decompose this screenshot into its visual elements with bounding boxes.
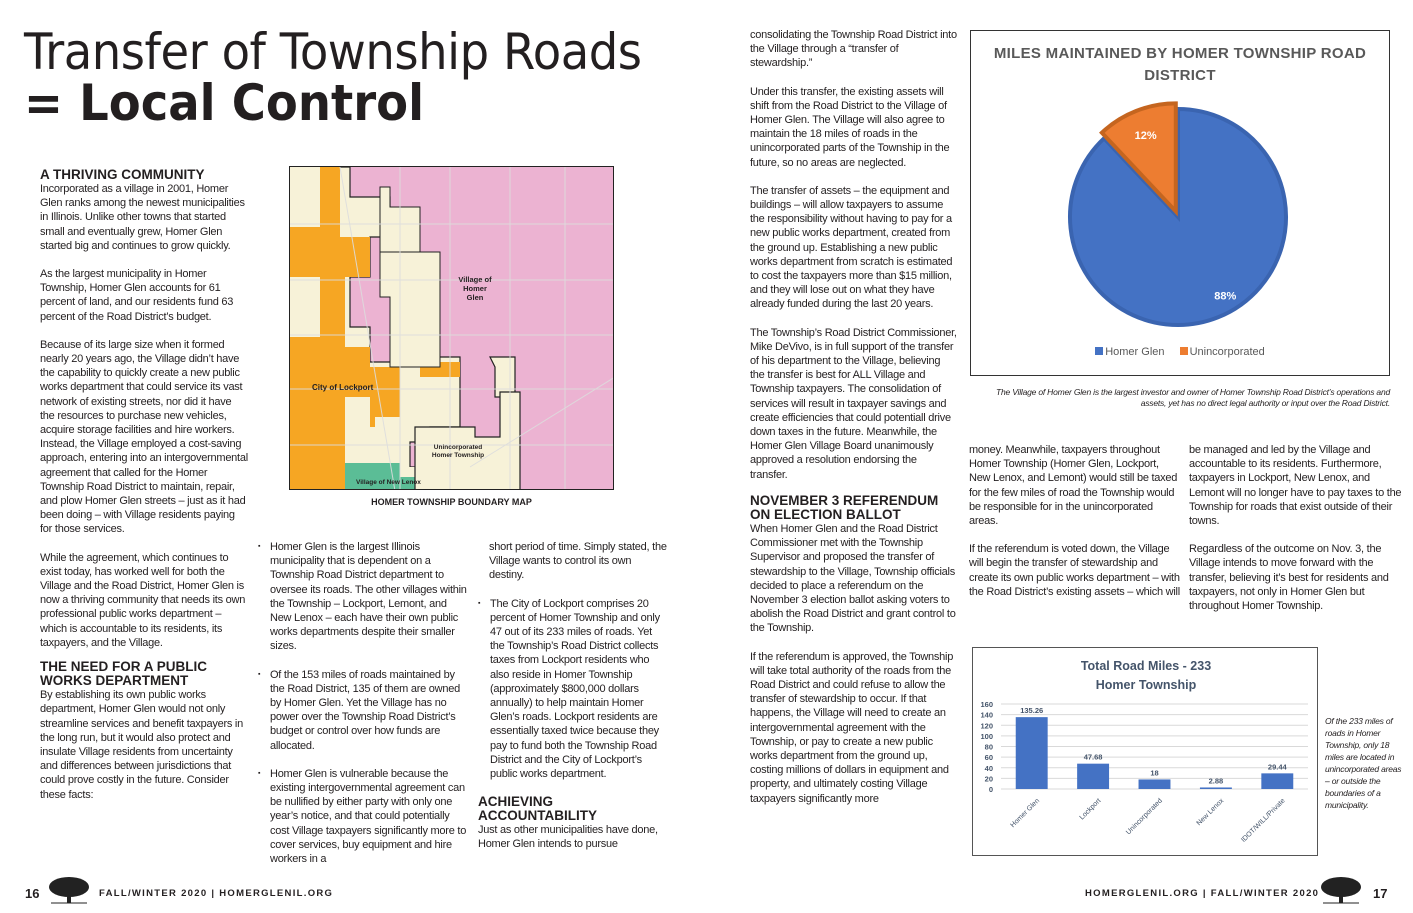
paragraph: Because of its large size when it formed… (40, 338, 248, 536)
bar-chart-title-line: Total Road Miles - 233 (1080, 659, 1212, 673)
column-2: Homer Glen is the largest Illinois munic… (258, 540, 468, 880)
bar-chart: Total Road Miles - 233 Homer Township 0 2… (972, 647, 1318, 856)
bar-lockport (1077, 763, 1110, 789)
bar-data-label: 2.88 (1209, 776, 1224, 785)
bar-data-label: 47.68 (1084, 753, 1103, 762)
y-tick-label: 140 (980, 711, 993, 720)
bar-chart-title: Total Road Miles - 233 Homer Township (973, 657, 1319, 695)
paragraph: Just as other municipalities have done, … (478, 824, 658, 851)
y-tick-label: 60 (985, 753, 993, 762)
paragraph: If the referendum is approved, the Towns… (750, 650, 954, 805)
paragraph: While the agreement, which continues to … (40, 551, 246, 649)
map-caption: HOMER TOWNSHIP BOUNDARY MAP (371, 497, 532, 507)
map-label-unincorporated: Unincorporated Homer Township (431, 444, 485, 459)
paragraph: When Homer Glen and the Road District Co… (750, 522, 956, 635)
paragraph: The Township’s Road District Commissione… (750, 326, 957, 481)
column-3: short period of time. Simply stated, the… (478, 540, 668, 866)
y-tick-label: 160 (980, 700, 993, 709)
y-tick-label: 100 (980, 732, 993, 741)
paragraph: Regardless of the outcome on Nov. 3, the… (1189, 543, 1389, 613)
title-local-control: Local Control (79, 74, 425, 132)
paragraph: By establishing its own public works dep… (40, 689, 243, 801)
paragraph: The transfer of assets – the equipment a… (750, 184, 953, 311)
tree-icon (49, 877, 89, 904)
bar-unincorporated (1138, 779, 1171, 789)
bar-caption: Of the 233 miles of roads in Homer Towns… (1325, 716, 1402, 810)
title-equals: = (24, 74, 80, 132)
footer-left-text: FALL/WINTER 2020 | HOMERGLENIL.ORG (99, 888, 334, 899)
x-category-label: New Lenox (1196, 797, 1226, 827)
legend-label: Homer Glen (1105, 346, 1165, 358)
bar-data-label: 29.44 (1268, 762, 1288, 771)
y-tick-label: 120 (980, 721, 993, 730)
y-tick-label: 40 (985, 764, 993, 773)
map-label-homer-glen: Village of Homer Glen (458, 275, 492, 302)
pie-chart-title: MILES MAINTAINED BY HOMER TOWNSHIP ROAD … (993, 45, 1367, 84)
heading-achieving-accountability: ACHIEVING ACCOUNTABILITY (478, 794, 597, 824)
bar-new-lenox (1199, 787, 1232, 789)
paragraph: If the referendum is voted down, the Vil… (969, 543, 1180, 598)
pie-data-label: 88% (1214, 291, 1236, 303)
column-4: consolidating the Township Road District… (750, 28, 957, 820)
fact-bullet: Homer Glen is the largest Illinois munic… (258, 540, 468, 654)
paragraph: Incorporated as a village in 2001, Homer… (40, 183, 245, 252)
x-category-label: IDOT/WILL/Private (1240, 797, 1287, 844)
legend-swatch-unincorporated (1179, 347, 1188, 355)
heading-referendum: NOVEMBER 3 REFERENDUM ON ELECTION BALLOT (750, 492, 939, 522)
column-6: be managed and led by the Village and ac… (1189, 443, 1403, 627)
map-lockport-area (290, 167, 460, 489)
heading-thriving-community: A THRIVING COMMUNITY (40, 167, 205, 182)
page-number-left: 16 (25, 886, 40, 901)
pie-chart-plot: 88% 12% (1068, 101, 1288, 327)
tree-icon (1321, 877, 1361, 904)
x-category-label: Homer Glen (1009, 797, 1041, 829)
bar-data-label: 135.26 (1020, 706, 1043, 715)
title-line-2: = Local Control (24, 77, 424, 129)
y-tick-label: 0 (989, 785, 993, 794)
pie-slice-unincorporated (1099, 101, 1178, 217)
fact-bullet: Homer Glen is vulnerable because the exi… (258, 767, 468, 866)
legend-swatch-homer-glen (1095, 347, 1104, 355)
pie-caption: The Village of Homer Glen is the largest… (995, 387, 1390, 408)
heading-need-public-works: THE NEED FOR A PUBLIC WORKS DEPARTMENT (40, 659, 208, 689)
column-5: money. Meanwhile, taxpayers throughout H… (969, 443, 1181, 613)
bar-idot-will-private (1261, 773, 1294, 789)
paragraph: Under this transfer, the existing assets… (750, 85, 950, 169)
pie-data-label: 12% (1135, 130, 1157, 142)
pie-chart: MILES MAINTAINED BY HOMER TOWNSHIP ROAD … (970, 30, 1390, 376)
legend-label: Unincorporated (1189, 346, 1265, 358)
title-line-1: Transfer of Township Roads (24, 23, 642, 81)
paragraph: consolidating the Township Road District… (750, 29, 957, 70)
pie-slice-homer-glen (1068, 106, 1288, 327)
fact-bullet: Of the 153 miles of roads maintained by … (258, 668, 468, 753)
page-number-right: 17 (1373, 886, 1388, 901)
bar-chart-subtitle: Homer Township (1095, 678, 1197, 692)
y-tick-label: 20 (985, 774, 993, 783)
bar-homer-glen (1015, 717, 1048, 789)
footer-right-text: HOMERGLENIL.ORG | FALL/WINTER 2020 (1085, 888, 1320, 899)
paragraph: money. Meanwhile, taxpayers throughout H… (969, 444, 1178, 528)
paragraph: As the largest municipality in Homer Tow… (40, 268, 234, 323)
pie-legend: Homer Glen Unincorporated (971, 346, 1389, 358)
map-label-lockport: City of Lockport (312, 383, 374, 392)
column-1: A THRIVING COMMUNITY Incorporated as a v… (40, 168, 248, 816)
map-label-new-lenox: Village of New Lenox (356, 479, 421, 486)
x-category-label: Lockport (1079, 797, 1103, 821)
x-category-label: Unincorporated (1125, 797, 1164, 836)
boundary-map: Village of Homer Glen City of Lockport U… (289, 166, 614, 490)
bar-data-label: 18 (1150, 768, 1158, 777)
y-tick-label: 80 (985, 743, 993, 752)
fact-bullet: The City of Lockport comprises 20 percen… (478, 597, 668, 782)
paragraph: be managed and led by the Village and ac… (1189, 444, 1402, 528)
map-graphic (290, 167, 613, 489)
paragraph: short period of time. Simply stated, the… (489, 541, 667, 582)
